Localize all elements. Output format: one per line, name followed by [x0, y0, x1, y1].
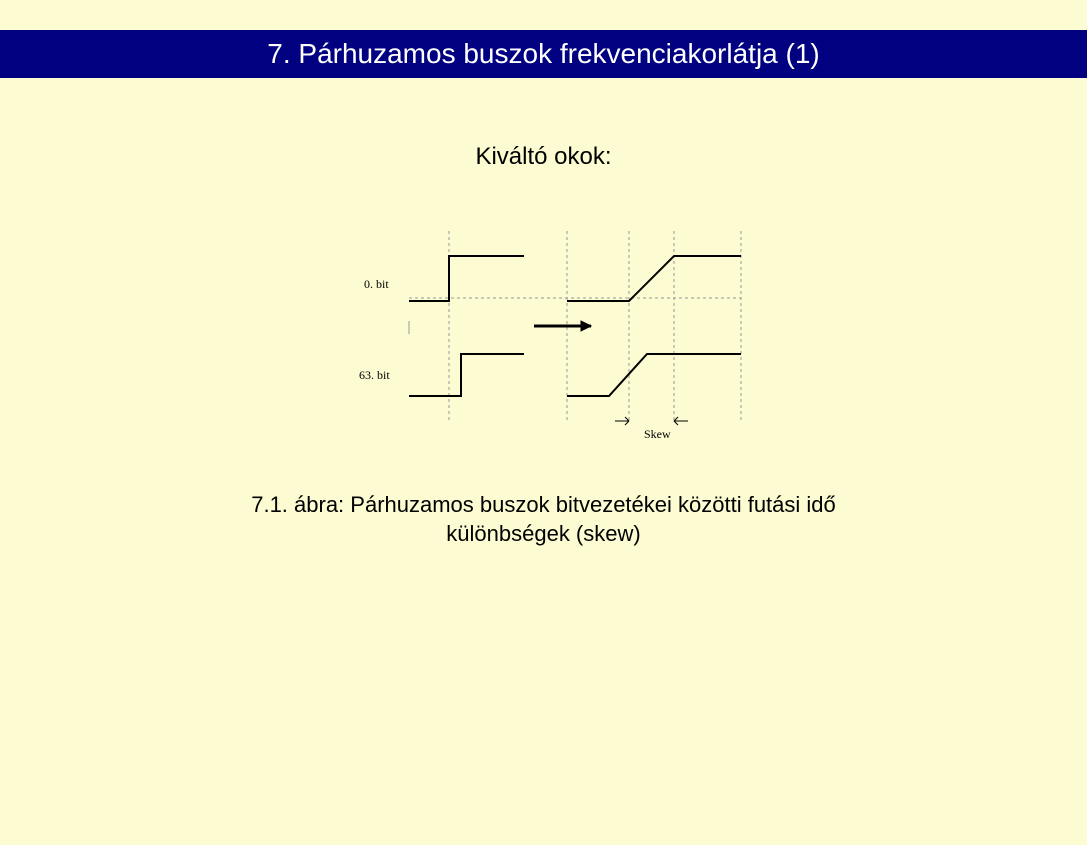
slide-title-bar: 7. Párhuzamos buszok frekvenciakorlátja … — [0, 30, 1087, 78]
caption-line-1: 7.1. ábra: Párhuzamos buszok bitvezetéke… — [251, 492, 836, 517]
signal-label: 0. bit — [364, 277, 389, 291]
slide-title: 7. Párhuzamos buszok frekvenciakorlátja … — [267, 38, 819, 69]
signal-label: 63. bit — [359, 368, 390, 382]
subtitle-text: Kiváltó okok: — [475, 143, 611, 170]
skew-label: Skew — [644, 427, 671, 441]
caption-line-2: különbségek (skew) — [446, 521, 640, 546]
timing-diagram-svg: 0. bit 63. bit Skew — [329, 226, 759, 456]
figure-caption: 7.1. ábra: Párhuzamos buszok bitvezetéke… — [0, 491, 1087, 548]
slide-subtitle: Kiváltó okok: — [0, 143, 1087, 171]
timing-diagram: 0. bit 63. bit Skew — [0, 226, 1087, 456]
